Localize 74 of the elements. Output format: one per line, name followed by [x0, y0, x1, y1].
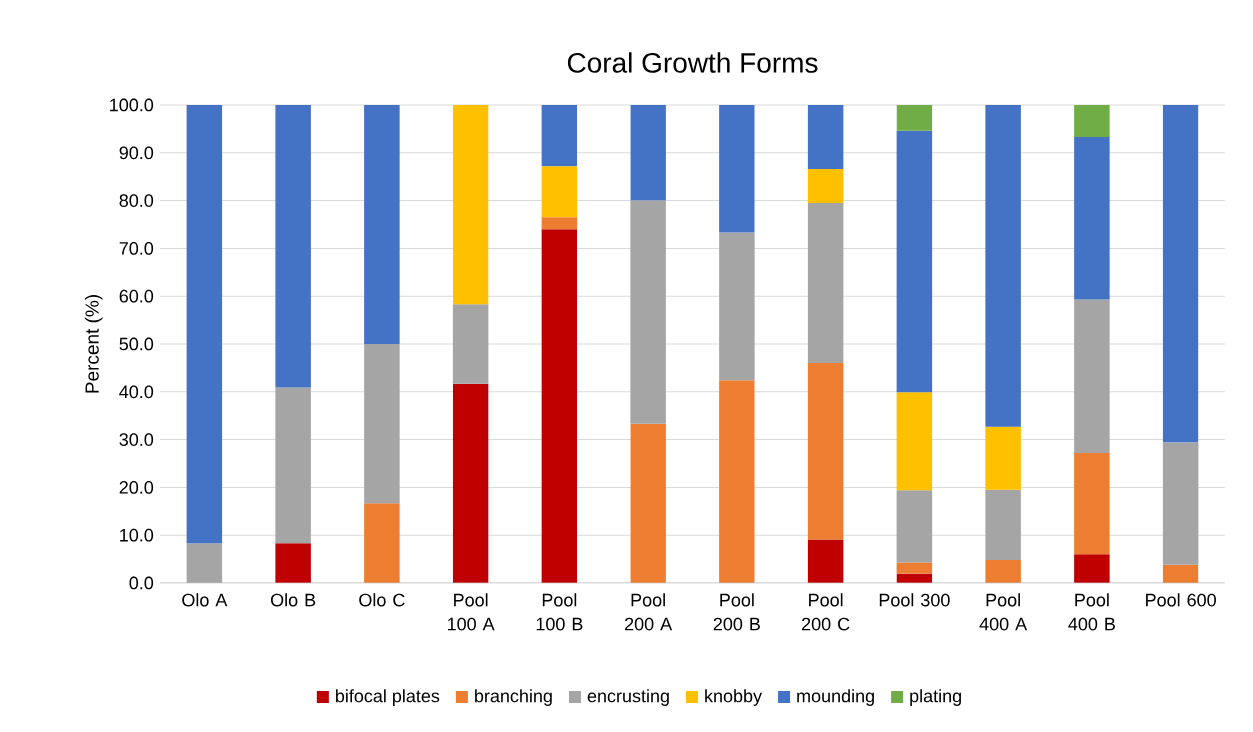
bar [985, 105, 1021, 427]
bar [186, 543, 223, 583]
legend-label: branching [475, 689, 552, 706]
x-tick-label: Olo A [182, 593, 228, 607]
y-axis-title: Percent (%) [84, 295, 103, 393]
bar [807, 363, 844, 540]
bar [630, 105, 666, 201]
y-tick-label: 20.0 [119, 481, 154, 494]
bar [541, 217, 578, 230]
bar [1162, 564, 1199, 583]
bar [985, 560, 1021, 583]
legend-label: plating [910, 689, 961, 706]
bar [807, 202, 844, 364]
y-tick-label: 80.0 [119, 194, 154, 207]
bar [364, 105, 400, 344]
bar [719, 232, 755, 381]
x-tick-label: Olo B [270, 593, 316, 607]
x-tick-label: Pool 200 B [713, 593, 760, 631]
y-tick-label: 70.0 [119, 242, 154, 255]
x-tick-label: Pool 100 B [536, 593, 583, 631]
y-tick-label: 90.0 [119, 146, 154, 160]
bar [541, 105, 578, 167]
bar [807, 169, 844, 203]
bar [896, 490, 933, 563]
legend-label: mounding [797, 689, 874, 706]
bar [364, 344, 400, 504]
bar [452, 304, 489, 384]
y-tick-label: 10.0 [120, 528, 154, 542]
chart-title: Coral Growth Forms [567, 52, 818, 73]
x-tick-label: Pool 400 B [1068, 593, 1115, 631]
x-tick-label: Pool 300 [879, 593, 950, 607]
legend-label: knobby [705, 689, 763, 706]
x-tick-label: Pool 400 A [979, 593, 1028, 631]
bar [364, 503, 400, 583]
y-tick-label: 40.0 [119, 385, 154, 399]
y-tick-label: 30.0 [119, 433, 154, 446]
bar [275, 543, 311, 583]
x-tick-label: Pool 600 [1146, 593, 1216, 607]
bar [452, 105, 489, 305]
bar [1162, 442, 1199, 565]
bar [896, 392, 933, 491]
y-tick-label: 60.0 [119, 289, 154, 303]
legend-label: bifocal plates [336, 689, 440, 706]
bar [1162, 105, 1199, 443]
bar [630, 200, 666, 424]
bar [452, 383, 489, 583]
bar [541, 229, 578, 583]
legend-label: encrusting [587, 689, 669, 706]
bar [1074, 137, 1110, 300]
bar [985, 426, 1021, 490]
bar [985, 489, 1021, 561]
bar [719, 105, 755, 233]
bar [541, 166, 578, 218]
x-tick-label: Pool 200 C [802, 593, 850, 631]
x-tick-label: Pool 100 A [447, 593, 495, 631]
bar [1074, 452, 1110, 555]
bar [896, 562, 933, 574]
bar [807, 105, 844, 170]
bar [1074, 554, 1110, 583]
bar [896, 130, 933, 393]
x-tick-label: Pool 200 A [625, 593, 673, 631]
bar [719, 380, 755, 583]
y-tick-label: 0.0 [129, 576, 154, 590]
x-tick-label: Olo C [359, 593, 405, 607]
bar [807, 539, 844, 583]
bar [1074, 299, 1110, 453]
bar [630, 423, 666, 583]
bar [896, 105, 933, 131]
y-tick-label: 50.0 [119, 337, 154, 351]
bar [275, 105, 311, 388]
y-tick-label: 100.0 [110, 98, 154, 112]
bar [275, 387, 311, 544]
bar [1074, 105, 1110, 138]
bar [186, 105, 223, 544]
